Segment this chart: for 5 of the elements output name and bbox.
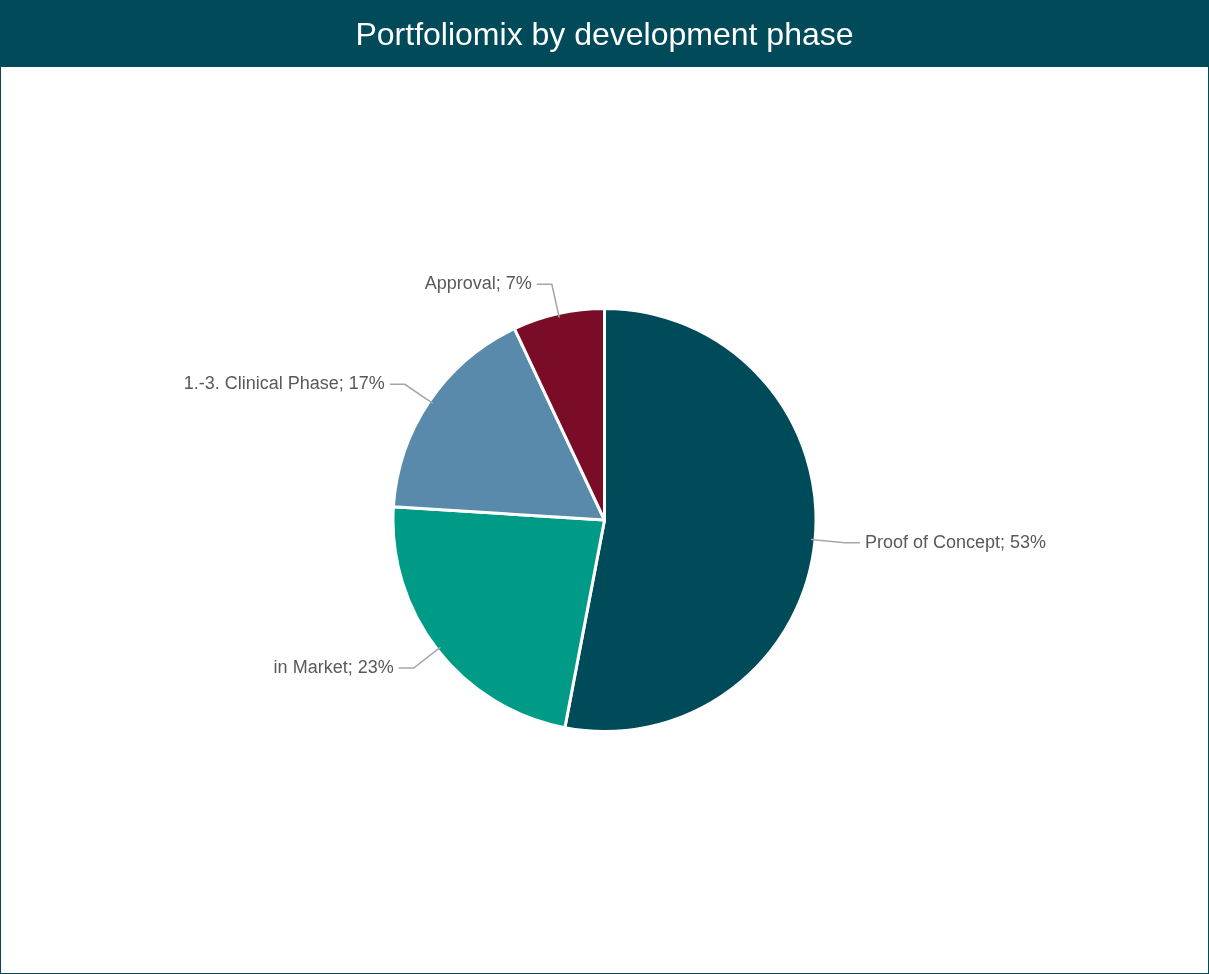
slice-label: in Market; 23% <box>273 656 394 677</box>
slice-label: Proof of Concept; 53% <box>864 531 1047 552</box>
chart-title: Portfoliomix by development phase <box>1 1 1208 67</box>
slice-label: Approval; 7% <box>424 273 532 294</box>
slice-label: 1.-3. Clinical Phase; 17% <box>183 373 385 394</box>
